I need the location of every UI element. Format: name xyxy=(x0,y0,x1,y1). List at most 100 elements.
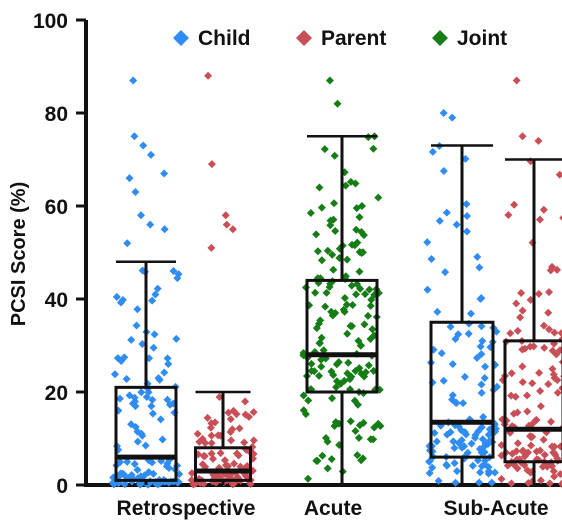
data-point xyxy=(539,321,548,330)
data-point xyxy=(518,378,527,387)
data-point xyxy=(311,288,320,297)
data-point xyxy=(172,334,181,343)
data-point xyxy=(512,299,521,308)
data-point xyxy=(355,248,364,257)
data-point xyxy=(435,216,444,225)
data-point xyxy=(365,285,374,294)
data-point xyxy=(459,399,468,408)
data-point xyxy=(360,372,369,381)
data-point xyxy=(556,470,562,479)
data-point xyxy=(326,221,335,230)
data-point xyxy=(322,288,331,297)
data-point xyxy=(518,306,527,315)
data-point xyxy=(460,372,469,381)
data-point xyxy=(198,460,207,469)
outlier-point xyxy=(512,76,521,85)
data-point xyxy=(329,215,338,224)
data-point xyxy=(232,410,241,419)
data-point xyxy=(528,379,537,388)
data-point xyxy=(477,388,486,397)
data-point xyxy=(148,409,157,418)
data-point xyxy=(209,454,218,463)
data-point xyxy=(304,396,313,405)
data-point xyxy=(141,441,150,450)
data-point xyxy=(513,464,522,473)
data-point xyxy=(153,284,162,293)
data-point xyxy=(130,460,139,469)
data-point xyxy=(548,364,557,373)
data-point xyxy=(345,375,354,384)
data-point xyxy=(131,402,140,411)
data-point xyxy=(343,369,352,378)
data-point xyxy=(478,337,487,346)
data-point xyxy=(507,479,516,488)
data-point xyxy=(329,265,338,274)
data-point xyxy=(477,380,486,389)
data-point xyxy=(343,255,352,264)
data-point xyxy=(356,284,365,293)
data-point xyxy=(497,474,506,483)
data-point xyxy=(148,458,157,467)
outlier-point xyxy=(139,141,148,150)
data-point xyxy=(207,431,216,440)
data-point xyxy=(361,290,370,299)
data-point xyxy=(125,391,134,400)
data-point xyxy=(220,456,229,465)
data-point xyxy=(558,384,562,392)
outlier-point xyxy=(222,220,231,229)
data-point xyxy=(555,170,562,179)
data-point xyxy=(428,147,437,156)
data-point xyxy=(450,443,459,452)
data-point xyxy=(452,467,461,476)
data-point xyxy=(318,451,327,460)
data-point xyxy=(518,345,527,354)
box-body xyxy=(503,339,562,464)
data-point xyxy=(317,362,326,371)
data-point xyxy=(206,423,215,432)
data-point xyxy=(462,200,471,209)
data-point xyxy=(249,408,258,417)
data-point xyxy=(130,397,139,406)
box-body xyxy=(114,385,178,482)
data-point xyxy=(138,339,147,348)
data-point xyxy=(523,407,532,416)
data-point xyxy=(343,329,352,338)
data-point xyxy=(155,375,164,384)
data-point xyxy=(476,468,485,477)
data-point xyxy=(513,439,522,448)
data-point xyxy=(454,330,463,339)
data-point xyxy=(461,430,470,439)
data-point xyxy=(133,437,142,446)
data-point xyxy=(477,294,486,303)
data-point xyxy=(539,435,548,444)
data-point xyxy=(463,212,472,221)
data-point xyxy=(545,325,554,334)
outlier-point xyxy=(221,211,230,220)
data-point xyxy=(353,400,362,409)
data-point xyxy=(423,238,432,247)
data-point xyxy=(317,256,326,265)
data-point xyxy=(547,442,556,451)
data-point xyxy=(473,353,482,362)
data-point xyxy=(230,459,239,468)
data-point xyxy=(148,296,157,305)
data-point xyxy=(240,438,249,447)
outlier-point xyxy=(146,150,155,159)
data-point xyxy=(150,330,159,339)
x-tick-label: Sub-Acute xyxy=(444,497,549,520)
data-point xyxy=(536,476,545,485)
data-point xyxy=(313,247,322,256)
outlier-point xyxy=(439,109,448,117)
data-point xyxy=(535,215,544,224)
data-point xyxy=(366,335,375,344)
data-point xyxy=(353,238,362,247)
data-point xyxy=(507,391,516,400)
data-point xyxy=(127,420,136,429)
data-point xyxy=(123,457,132,466)
outlier-point xyxy=(207,243,216,252)
data-point xyxy=(549,370,558,379)
data-point xyxy=(331,227,340,236)
data-point xyxy=(149,469,158,478)
outlier-point xyxy=(160,169,169,178)
data-point xyxy=(174,270,183,279)
